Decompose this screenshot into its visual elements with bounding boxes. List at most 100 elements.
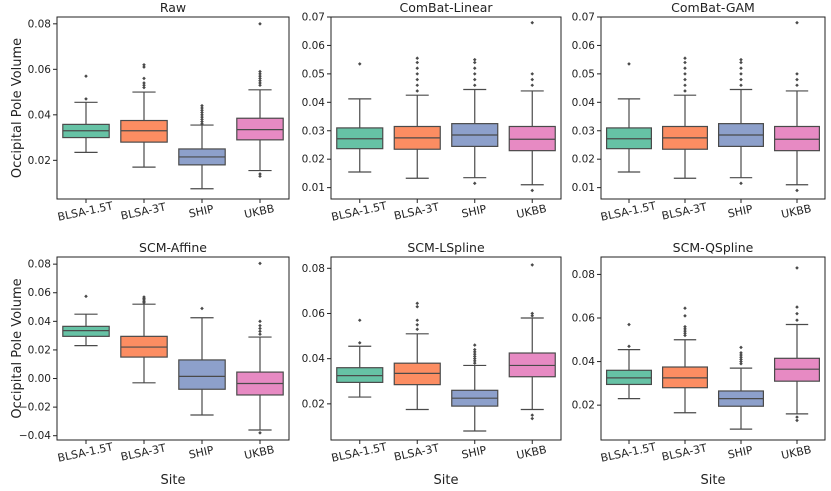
flier-point: [142, 85, 146, 90]
flier-point: [472, 347, 477, 352]
flier-point: [472, 72, 477, 76]
flier-point: [84, 97, 88, 101]
box-blsa-3t: [393, 301, 441, 411]
box-blsa-1-5t: [336, 62, 384, 173]
flier-point: [795, 20, 799, 25]
box-ukbb: [508, 20, 556, 193]
x-tick-label: SHIP: [727, 444, 755, 462]
flier-point: [357, 62, 362, 66]
flier-point: [739, 353, 743, 357]
y-tick-label: 0.02: [302, 154, 325, 166]
flier-point: [683, 89, 687, 93]
flier-point: [739, 77, 743, 82]
flier-point: [415, 301, 420, 306]
y-tick-label: 0.06: [572, 40, 596, 52]
box-ship: [178, 103, 226, 190]
flier-point: [739, 355, 743, 360]
flier-point: [627, 62, 631, 66]
x-tick-label: SHIP: [460, 203, 488, 221]
panel-title: SCM-LSpline: [407, 240, 485, 255]
x-tick-label: UKBB: [243, 443, 275, 462]
flier-point: [200, 110, 204, 115]
x-tick-label: UKBB: [515, 202, 547, 221]
flier-point: [683, 331, 687, 336]
x-tick-label: UKBB: [780, 443, 812, 462]
flier-point: [627, 344, 631, 349]
flier-point: [258, 326, 262, 331]
flier-point: [200, 122, 204, 126]
box-blsa-3t: [120, 62, 168, 168]
x-tick-label: UKBB: [780, 202, 812, 221]
flier-point: [472, 77, 477, 82]
flier-point: [258, 329, 262, 334]
flier-point: [795, 311, 799, 316]
flier-point: [739, 60, 743, 65]
flier-point: [200, 106, 204, 110]
flier-point: [258, 172, 262, 176]
flier-point: [795, 188, 799, 193]
y-tick-label: 0.06: [572, 313, 596, 325]
flier-point: [627, 322, 631, 327]
flier-point: [530, 72, 535, 76]
x-tick-label: UKBB: [515, 443, 547, 462]
box-ship: [178, 306, 226, 416]
flier-point: [739, 57, 743, 62]
flier-point: [683, 60, 687, 65]
y-tick-label: 0.01: [302, 182, 325, 194]
box-ship: [717, 345, 764, 430]
box-blsa-1-5t: [605, 322, 652, 400]
flier-point: [683, 329, 687, 333]
box-blsa-1-5t: [336, 318, 384, 398]
flier-point: [530, 188, 535, 193]
flier-point: [795, 318, 799, 322]
y-tick-label: 0.06: [302, 40, 326, 52]
y-tick-label: 0.04: [28, 109, 52, 121]
flier-point: [472, 356, 477, 361]
flier-point: [683, 66, 687, 70]
flier-point: [142, 65, 146, 69]
flier-point: [795, 415, 799, 419]
flier-point: [200, 117, 204, 122]
flier-point: [258, 78, 262, 83]
flier-point: [258, 431, 262, 435]
x-tick-label: BLSA-3T: [393, 200, 441, 222]
y-tick-label: −0.04: [19, 430, 51, 442]
flier-point: [683, 72, 687, 76]
flier-point: [200, 115, 204, 119]
flier-point: [142, 62, 146, 67]
flier-point: [472, 352, 477, 356]
panel-scm-affine: SCM-Affine −0.04 −0.02 0.00 0.02 0.04 0.06 0.08…: [10, 240, 290, 488]
flier-point: [200, 103, 204, 108]
flier-point: [530, 20, 535, 25]
flier-point: [258, 69, 262, 74]
flier-point: [472, 181, 477, 186]
flier-point: [739, 72, 743, 76]
y-tick-label: 0.02: [28, 155, 51, 167]
flier-point: [472, 57, 477, 62]
panel-combat-linear: ComBat-Linear 0.01 0.02 0.03 0.04 0.05 0.06 0.0…: [302, 0, 562, 224]
flier-point: [142, 295, 146, 299]
box-ukbb: [236, 261, 284, 435]
box-body: [178, 359, 226, 390]
box-blsa-3t: [393, 56, 441, 179]
x-tick-label: SHIP: [727, 203, 755, 221]
panel-scm-qspline: SCM-QSpline 0.02 0.04 0.06 0.08 BLSA-1.5T BLSA…: [572, 240, 826, 488]
x-tick-label: BLSA-3T: [660, 441, 708, 463]
flier-point: [795, 83, 799, 88]
flier-point: [258, 76, 262, 81]
flier-point: [415, 322, 420, 327]
flier-point: [472, 361, 477, 365]
flier-point: [258, 72, 262, 76]
flier-point: [142, 81, 146, 85]
flier-point: [258, 261, 262, 266]
flier-point: [739, 83, 743, 88]
flier-point: [258, 332, 262, 337]
y-axis-label: Occipital Pole Volume: [10, 38, 25, 178]
x-tick-label: BLSA-1.5T: [599, 440, 657, 464]
y-tick-label: 0.00: [28, 373, 51, 385]
x-tick-label: BLSA-3T: [119, 200, 167, 222]
flier-point: [530, 416, 535, 421]
flier-point: [258, 319, 262, 324]
y-tick-label: −0.02: [19, 402, 51, 414]
box-blsa-3t: [661, 56, 708, 179]
